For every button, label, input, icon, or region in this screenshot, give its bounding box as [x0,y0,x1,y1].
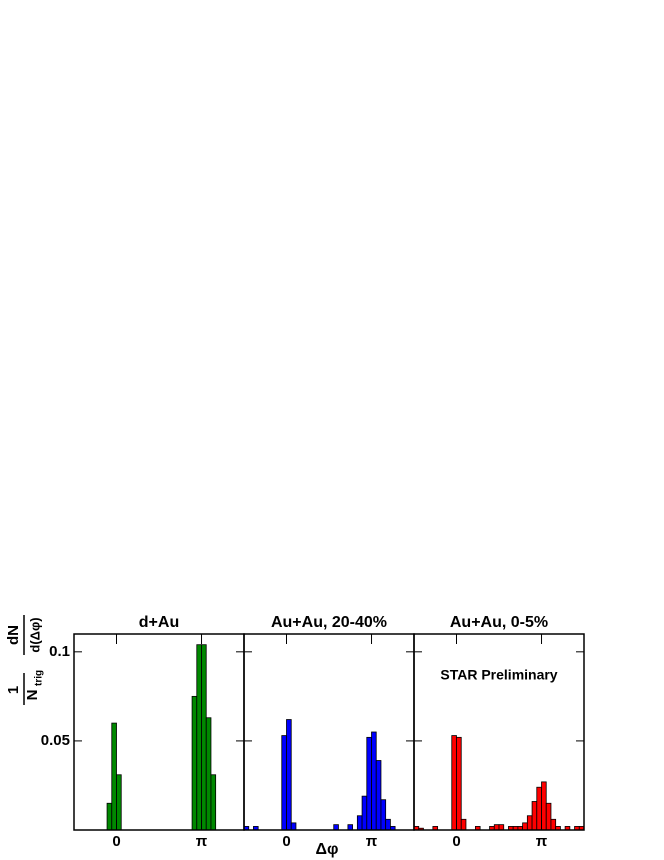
bar [385,818,391,831]
y-label-part: d(Δφ) [27,617,42,652]
bar [545,802,552,831]
plot-frame [73,633,245,831]
x-axis-label: Δφ [316,841,339,858]
bar [201,644,207,831]
bar [210,774,217,831]
x-tick-label: π [366,833,378,850]
bar [191,695,198,831]
bar [380,799,387,831]
y-axis-label: 1 N trig dN d(Δφ) [5,615,45,705]
bar [116,774,122,831]
panel-title: d+Au [139,614,179,631]
bar [375,760,382,831]
y-tick-label: 0.1 [49,643,70,660]
x-tick-label: π [536,833,548,850]
bar [286,719,292,831]
y-label-part: 1 [5,686,22,694]
bar [347,824,354,831]
bar [366,736,372,831]
bar [498,824,505,831]
bar [493,824,500,831]
bar [522,822,528,831]
bar [536,786,542,831]
annotation: STAR Preliminary [440,667,557,683]
bar [333,824,339,831]
bar [361,795,368,831]
bar [106,802,113,831]
bar [356,815,363,831]
bar [456,736,462,831]
bar [196,644,202,831]
y-label-part: N [24,690,41,701]
panel-title: Au+Au, 0-5% [450,614,548,631]
bar [526,815,533,831]
plot-frame [413,633,585,831]
bar [281,735,287,831]
bar [531,801,538,831]
bar [205,717,212,831]
plot-frame [243,633,415,831]
x-tick-label: 0 [452,833,460,850]
bar [371,731,377,831]
y-label-part: trig [34,670,45,686]
x-tick-label: π [196,833,208,850]
y-label-part: dN [5,625,22,645]
bar [111,722,117,831]
bar [550,818,557,831]
bar [290,822,297,831]
x-tick-label: 0 [282,833,290,850]
x-tick-label: 0 [112,833,120,850]
bar [460,818,467,831]
y-tick-label: 0.05 [41,732,70,749]
bar [541,781,547,831]
panel-title: Au+Au, 20-40% [271,614,387,631]
bar [451,735,457,831]
